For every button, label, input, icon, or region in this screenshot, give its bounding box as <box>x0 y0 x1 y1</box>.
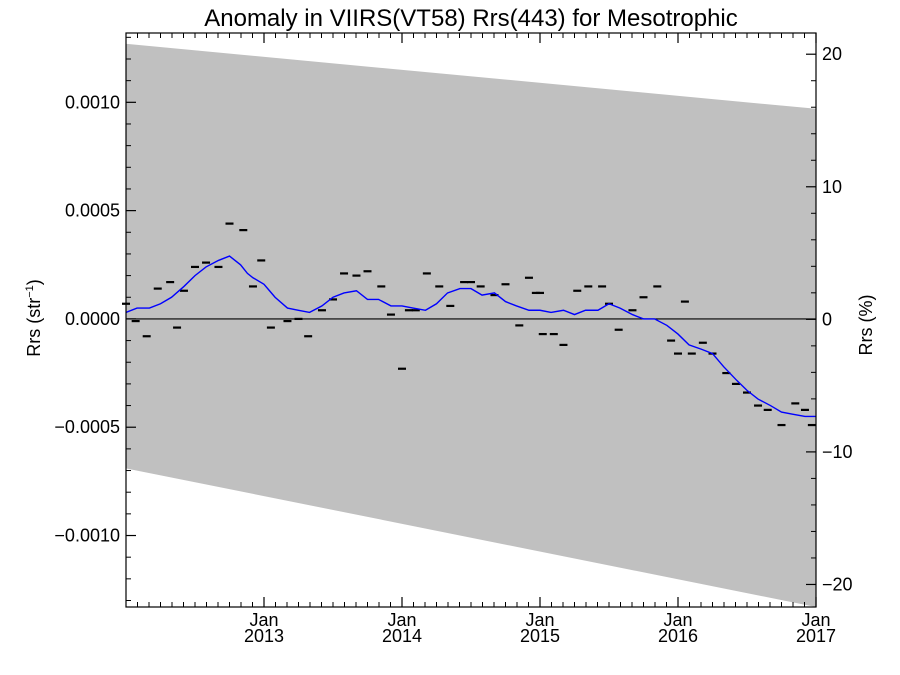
uncertainty-band <box>126 43 816 607</box>
x-tick-year-label: 2017 <box>796 626 836 646</box>
plot-area <box>122 32 817 608</box>
left-tick-label: 0.0000 <box>65 309 120 329</box>
chart-title: Anomaly in VIIRS(VT58) Rrs(443) for Meso… <box>204 5 738 32</box>
x-tick-month-label: Jan <box>525 610 554 630</box>
right-tick-label: −10 <box>822 442 853 462</box>
left-y-axis-label: Rrs (str−1) <box>24 279 44 357</box>
left-tick-label: 0.0005 <box>65 201 120 221</box>
x-tick-year-label: 2014 <box>382 626 422 646</box>
right-y-axis-label: Rrs (%) <box>856 295 876 356</box>
left-y-axis-label-superscript: −1 <box>24 285 36 298</box>
right-tick-label: 0 <box>822 309 832 329</box>
left-y-axis: 0.0010 0.0005 0.0000 −0.0005 −0.0010 <box>54 36 136 602</box>
anomaly-points <box>122 222 816 427</box>
x-tick-year-label: 2013 <box>244 626 284 646</box>
right-tick-label: 20 <box>822 44 842 64</box>
right-tick-label: −20 <box>822 574 853 594</box>
left-y-axis-label-close: ) <box>24 279 44 285</box>
x-tick-month-label: Jan <box>663 610 692 630</box>
x-tick-month-label: Jan <box>801 610 830 630</box>
left-tick-label: −0.0005 <box>54 417 120 437</box>
left-tick-label: 0.0010 <box>65 92 120 112</box>
x-tick-month-label: Jan <box>387 610 416 630</box>
x-tick-month-label: Jan <box>249 610 278 630</box>
right-y-axis: 20 10 0 −10 −20 <box>806 44 853 594</box>
left-y-axis-label-main: Rrs (str <box>24 298 44 357</box>
left-tick-label: −0.0010 <box>54 526 120 546</box>
right-tick-label: 10 <box>822 177 842 197</box>
smoothed-anomaly-line <box>125 255 816 418</box>
x-tick-year-label: 2016 <box>658 626 698 646</box>
x-tick-year-label: 2015 <box>520 626 560 646</box>
